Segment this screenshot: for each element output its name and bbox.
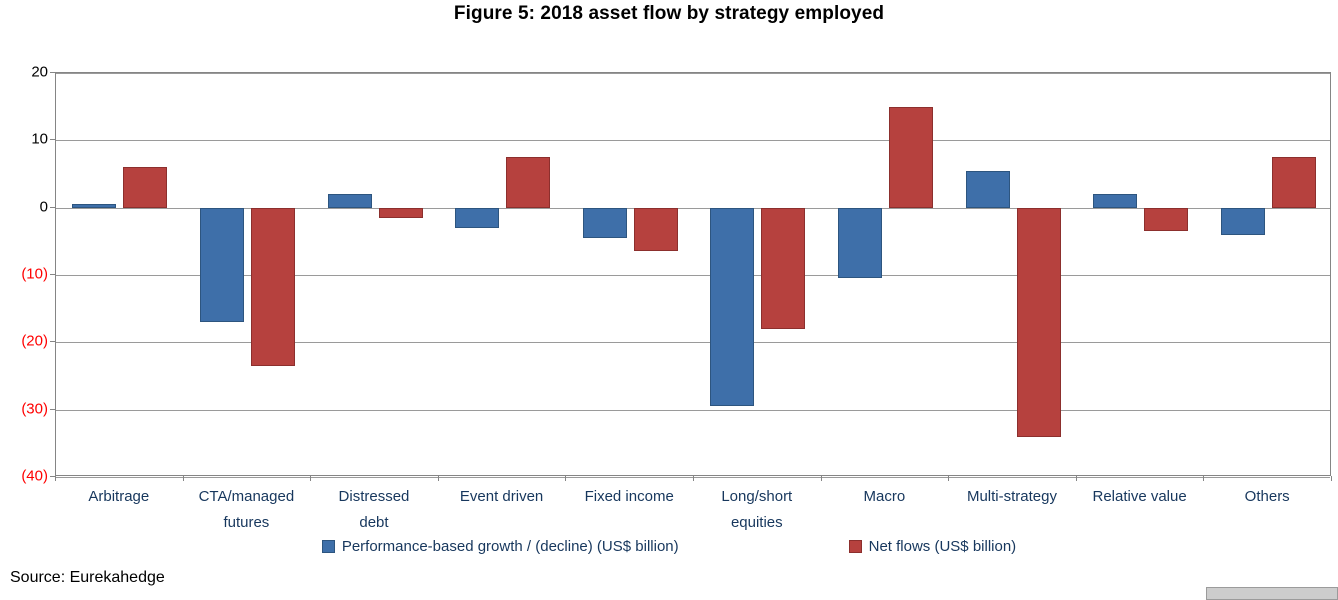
- y-tick-mark: [50, 476, 55, 477]
- y-tick-mark: [50, 206, 55, 208]
- y-tick-label: (20): [21, 332, 48, 350]
- x-tick-mark: [310, 476, 312, 481]
- x-category-label-fixed-income: Fixed income: [584, 488, 674, 505]
- gridline: [56, 207, 1330, 209]
- bar-arbitrage-performance: [72, 204, 117, 208]
- bar-distressed-debt-performance: [327, 194, 372, 208]
- y-tick-mark: [50, 72, 55, 73]
- bar-macro-performance: [837, 207, 882, 279]
- legend: Performance-based growth / (decline) (US…: [0, 538, 1338, 555]
- x-tick-mark: [1203, 476, 1205, 481]
- x-category-label-macro: Macro: [863, 488, 906, 505]
- y-tick-label: 10: [31, 130, 48, 148]
- y-tick-label: (40): [21, 467, 48, 485]
- gridline: [56, 342, 1330, 344]
- bar-multi-strategy-performance: [965, 170, 1010, 208]
- bar-relative-value-net-flows: [1144, 207, 1189, 232]
- bar-fixed-income-performance: [582, 207, 627, 238]
- bar-fixed-income-net-flows: [633, 207, 678, 252]
- x-tick-mark: [565, 476, 567, 481]
- y-tick-label: (30): [21, 400, 48, 418]
- y-tick-mark: [50, 274, 55, 275]
- y-tick-mark: [50, 139, 55, 141]
- bar-others-performance: [1220, 207, 1265, 235]
- chart-title: Figure 5: 2018 asset flow by strategy em…: [453, 3, 885, 24]
- x-tick-mark: [693, 476, 694, 481]
- bar-distressed-debt-net-flows: [378, 207, 423, 218]
- bar-event-driven-net-flows: [506, 157, 551, 208]
- gridline: [56, 140, 1330, 142]
- gridline: [56, 275, 1330, 276]
- bar-arbitrage-net-flows: [123, 167, 168, 208]
- x-tick-mark: [437, 476, 439, 481]
- y-tick-label: (10): [21, 265, 48, 283]
- x-category-label-relative-value: Relative value: [1092, 488, 1187, 505]
- y-tick-mark: [50, 408, 55, 410]
- y-tick-mark: [50, 341, 55, 343]
- x-axis: Arbitrage CTA/managed futures Distressed d…: [55, 484, 1331, 542]
- source-note: Source: Eurekahedge: [10, 569, 165, 586]
- bottom-right-artifact: [1206, 587, 1338, 600]
- bar-others-net-flows: [1271, 157, 1316, 208]
- x-category-label-arbitrage: Arbitrage: [88, 488, 150, 505]
- y-axis: 20 10 0 (10) (20) (30) (40): [0, 64, 48, 485]
- x-tick-mark: [948, 476, 950, 481]
- x-tick-mark: [820, 476, 822, 481]
- x-category-label-cta-managed-futures: CTA/managed futures: [198, 488, 295, 531]
- bar-relative-value-performance: [1093, 194, 1138, 208]
- legend-label: Performance-based growth / (decline) (US…: [341, 538, 679, 555]
- gridline: [56, 409, 1330, 411]
- bar-long-short-equities-net-flows: [761, 207, 806, 329]
- legend-swatch-icon: [848, 540, 862, 553]
- bar-multi-strategy-net-flows: [1016, 207, 1061, 437]
- legend-item-net-flows-us-billion-: Net flows (US$ billion): [848, 538, 1017, 555]
- x-tick-mark: [182, 476, 184, 481]
- legend-label: Net flows (US$ billion): [868, 538, 1017, 555]
- x-tick-mark: [1331, 476, 1332, 481]
- x-category-label-others: Others: [1244, 488, 1290, 505]
- legend-swatch-icon: [321, 540, 335, 553]
- bar-event-driven-performance: [455, 207, 500, 228]
- x-tick-mark: [1075, 476, 1077, 481]
- gridline: [56, 73, 1330, 74]
- x-category-label-distressed-debt: Distressed debt: [338, 488, 410, 531]
- y-tick-label: 20: [31, 63, 48, 81]
- x-category-label-multi-strategy: Multi-strategy: [966, 488, 1057, 505]
- x-category-label-event-driven: Event driven: [459, 488, 544, 505]
- x-tick-mark: [55, 476, 56, 481]
- bar-long-short-equities-performance: [710, 207, 755, 407]
- plot-area: [55, 72, 1331, 478]
- legend-item-performance-based-growth-decli: Performance-based growth / (decline) (US…: [321, 538, 679, 555]
- bar-macro-net-flows: [888, 106, 933, 208]
- bar-cta-managed-futures-performance: [199, 207, 244, 323]
- x-category-label-long-short-equities: Long/short equities: [721, 488, 793, 531]
- bar-cta-managed-futures-net-flows: [250, 207, 295, 366]
- y-tick-label: 0: [39, 198, 48, 216]
